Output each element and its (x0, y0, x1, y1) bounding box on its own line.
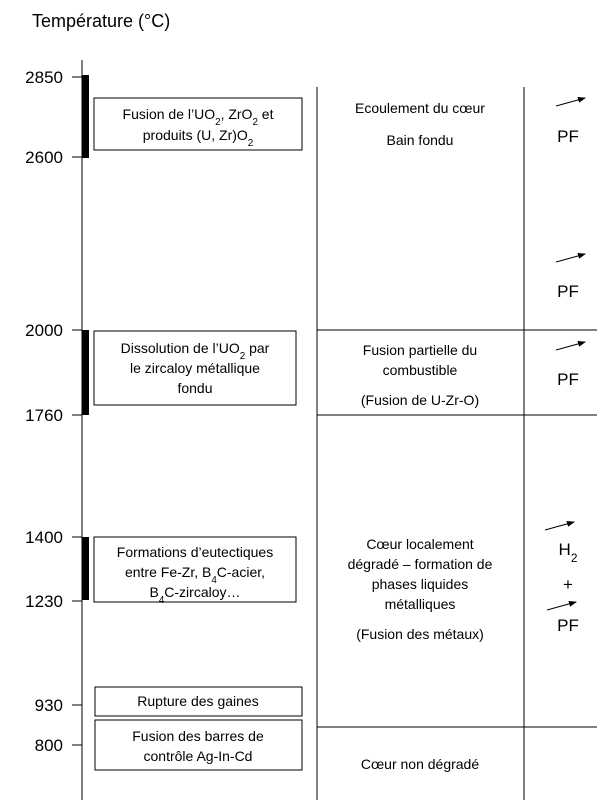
trend-arrow (544, 520, 575, 531)
phenomenon-box (94, 719, 303, 771)
text-segment: et (258, 106, 274, 122)
release-text: PF (557, 282, 579, 301)
release-text: PF (557, 127, 579, 146)
subscript: 2 (252, 117, 257, 128)
text-segment: , ZrO (221, 106, 253, 122)
subscript: 2 (248, 138, 253, 149)
text-segment: PF (557, 370, 579, 389)
tick-label: 2850 (25, 68, 63, 87)
trend-arrow (555, 96, 586, 107)
tick-label: 800 (35, 736, 63, 755)
text-segment: produits (U, Zr)O (143, 127, 248, 143)
state-text: Cœur localement (366, 536, 473, 552)
state-text: (Fusion de U-Zr-O) (361, 392, 479, 408)
phenomenon-text: Dissolution de l’UO2 par (121, 340, 270, 362)
text-segment: B (149, 584, 158, 600)
text-segment: entre Fe-Zr, B (125, 564, 211, 580)
subscript: 2 (571, 551, 578, 565)
state-text: Cœur non dégradé (361, 756, 480, 772)
subscript: 4 (211, 575, 217, 586)
tick-label: 1760 (25, 406, 63, 425)
text-segment: dégradé – formation de (348, 556, 493, 572)
phenomenon-box (93, 97, 303, 151)
text-segment: phases liquides (372, 576, 469, 592)
subscript: 4 (159, 595, 165, 606)
tick-label: 2000 (25, 321, 63, 340)
text-segment: combustible (383, 362, 458, 378)
text-segment: PF (557, 616, 579, 635)
state-text: combustible (383, 362, 458, 378)
tick-label: 2600 (25, 148, 63, 167)
subscript: 2 (215, 117, 220, 128)
text-segment: contrôle Ag-In-Cd (144, 748, 253, 764)
release-text: PF (557, 616, 579, 635)
text-segment: Fusion de l’UO (123, 106, 216, 122)
trend-arrow (555, 340, 586, 351)
trend-arrow (546, 600, 577, 611)
text-segment: Formations d’eutectiques (117, 544, 273, 560)
phenomenon-box (93, 536, 297, 603)
text-segment: le zircaloy métallique (130, 360, 260, 376)
text-segment: par (245, 340, 269, 356)
text-segment: (Fusion des métaux) (356, 626, 484, 642)
text-segment: métalliques (385, 596, 456, 612)
phenomenon-text: le zircaloy métallique (130, 360, 260, 376)
state-text: dégradé – formation de (348, 556, 493, 572)
range-bar (82, 75, 89, 158)
text-segment: Fusion des barres de (132, 728, 264, 744)
phenomenon-text: Fusion des barres de (132, 728, 264, 744)
axis-title: Température (°C) (32, 11, 170, 31)
state-text: phases liquides (372, 576, 469, 592)
phenomenon-text: produits (U, Zr)O2 (143, 127, 253, 149)
phenomenon-text: entre Fe-Zr, B4C-acier, (125, 564, 265, 586)
phenomenon-text: Fusion de l’UO2, ZrO2 et (123, 106, 274, 128)
text-segment: PF (557, 282, 579, 301)
state-text: (Fusion des métaux) (356, 626, 484, 642)
text-segment: fondu (177, 380, 212, 396)
text-segment: Dissolution de l’UO (121, 340, 240, 356)
tick-label: 930 (35, 696, 63, 715)
phenomenon-text: fondu (177, 380, 212, 396)
text-segment: C-acier, (217, 564, 265, 580)
release-text: PF (557, 370, 579, 389)
phenomenon-box (93, 330, 297, 406)
phenomenon-text: Rupture des gaines (137, 693, 258, 709)
text-segment: Bain fondu (387, 132, 454, 148)
state-text: Ecoulement du cœur (355, 100, 485, 116)
state-text: Bain fondu (387, 132, 454, 148)
tick-label: 1400 (25, 528, 63, 547)
state-text: métalliques (385, 596, 456, 612)
state-text: Fusion partielle du (363, 342, 477, 358)
text-segment: (Fusion de U-Zr-O) (361, 392, 479, 408)
text-segment: Ecoulement du cœur (355, 100, 485, 116)
range-bar (82, 537, 89, 600)
text-segment: Rupture des gaines (137, 693, 258, 709)
phenomenon-box (94, 686, 303, 717)
phenomenon-text: Formations d’eutectiques (117, 544, 273, 560)
range-bar (82, 330, 89, 415)
trend-arrow (555, 252, 586, 263)
phenomenon-text: B4C-zircaloy… (149, 584, 240, 606)
subscript: 2 (240, 351, 245, 362)
text-segment: C-zircaloy… (164, 584, 240, 600)
text-segment: Cœur localement (366, 536, 473, 552)
release-text: H2 (559, 540, 578, 565)
tick-label: 1230 (25, 592, 63, 611)
phenomenon-text: contrôle Ag-In-Cd (144, 748, 253, 764)
release-text: + (563, 575, 573, 594)
text-segment: + (563, 575, 573, 594)
text-segment: Fusion partielle du (363, 342, 477, 358)
text-segment: H (559, 540, 571, 559)
text-segment: PF (557, 127, 579, 146)
text-segment: Cœur non dégradé (361, 756, 480, 772)
